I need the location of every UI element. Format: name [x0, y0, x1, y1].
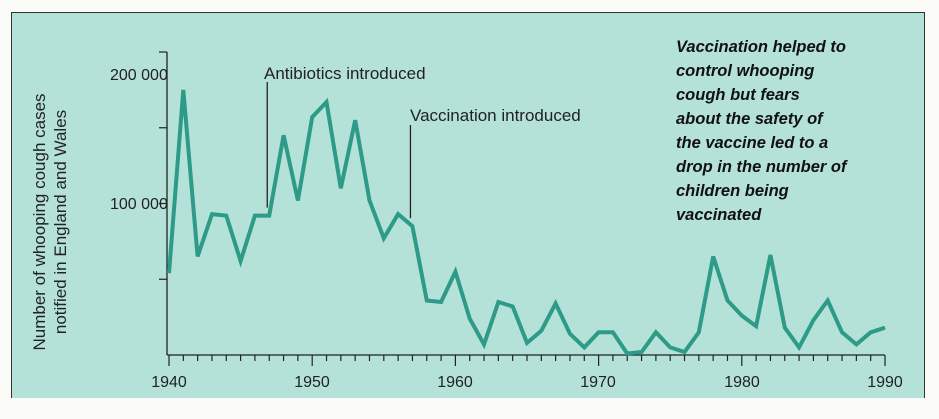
y-axis-label-line1: Number of whooping cough cases [30, 93, 49, 350]
y-tick-label-100000: 100 000 [110, 196, 168, 213]
chart-panel [11, 12, 925, 398]
note-line: drop in the number of [676, 158, 848, 176]
note-line: vaccinated [676, 206, 762, 224]
y-tick-label-200000: 200 000 [110, 67, 168, 84]
series-line [167, 89, 886, 356]
y-axis-label-line2: notified in England and Wales [51, 110, 70, 334]
x-tick-label-1940: 1940 [151, 374, 187, 391]
x-tick-label-1970: 1970 [580, 374, 616, 391]
annotation-vaccination: Vaccination introduced [410, 106, 581, 125]
note-line: children being [676, 182, 789, 200]
x-tick-label-1950: 1950 [294, 374, 330, 391]
note-line: about the safety of [676, 110, 824, 128]
x-tick-label-1990: 1990 [867, 374, 903, 391]
note-line: Vaccination helped to [676, 38, 846, 56]
note-text: Vaccination helped to control whooping c… [676, 38, 848, 224]
x-tick-label-1960: 1960 [437, 374, 473, 391]
note-line: cough but fears [676, 86, 800, 104]
note-line: control whooping [676, 62, 814, 80]
axes [159, 51, 886, 366]
x-tick-label-1980: 1980 [724, 374, 760, 391]
note-line: the vaccine led to a [676, 134, 828, 152]
marks [167, 82, 886, 356]
annotation-antibiotics: Antibiotics introduced [264, 64, 426, 83]
